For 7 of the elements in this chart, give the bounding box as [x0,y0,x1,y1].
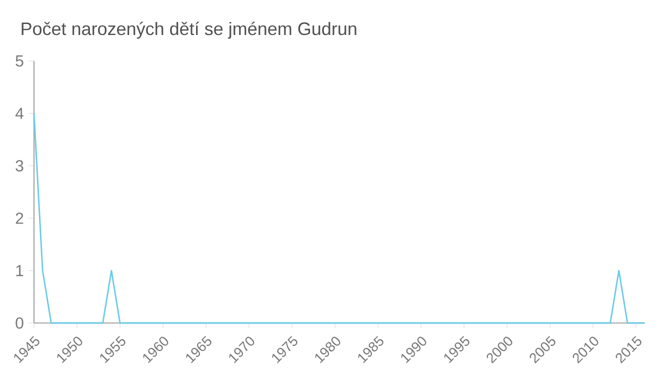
y-tick-label: 4 [15,108,24,119]
y-tick-label: 3 [16,160,24,172]
y-tick-label: 5 [16,55,24,67]
y-tick-label: 2 [16,212,24,224]
chart-title: Počet narozených dětí se jménem Gudrun [22,22,356,39]
y-tick-label: 0 [16,317,24,329]
y-tick-label: 1 [16,265,24,276]
